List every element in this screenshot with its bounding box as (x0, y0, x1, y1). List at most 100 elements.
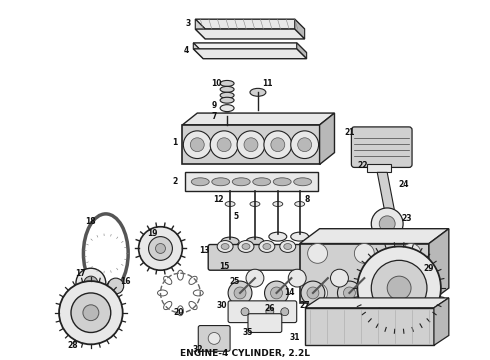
Polygon shape (193, 49, 307, 59)
FancyBboxPatch shape (198, 325, 230, 351)
Ellipse shape (263, 243, 271, 249)
Text: 13: 13 (199, 246, 210, 255)
FancyBboxPatch shape (228, 301, 297, 323)
Text: 22: 22 (357, 161, 368, 170)
Circle shape (71, 293, 111, 333)
Ellipse shape (269, 232, 287, 241)
Text: 16: 16 (121, 276, 131, 285)
Bar (368, 165, 391, 172)
Circle shape (244, 138, 258, 152)
Circle shape (246, 269, 264, 287)
Ellipse shape (273, 178, 291, 186)
Ellipse shape (225, 202, 235, 207)
Polygon shape (305, 298, 449, 308)
Ellipse shape (220, 97, 234, 103)
Text: 15: 15 (219, 262, 229, 271)
Circle shape (148, 237, 172, 260)
Bar (305, 308, 434, 345)
Ellipse shape (220, 80, 234, 86)
Ellipse shape (253, 178, 270, 186)
Circle shape (139, 227, 182, 270)
Ellipse shape (232, 178, 250, 186)
Polygon shape (300, 229, 449, 243)
Polygon shape (377, 172, 395, 214)
Ellipse shape (220, 92, 234, 98)
Circle shape (401, 283, 421, 303)
Text: 26: 26 (265, 304, 275, 313)
Text: 29: 29 (424, 264, 434, 273)
Polygon shape (319, 113, 335, 165)
Circle shape (298, 138, 312, 152)
Ellipse shape (220, 113, 234, 119)
Ellipse shape (259, 240, 275, 252)
Text: 1: 1 (172, 138, 177, 147)
Circle shape (155, 243, 166, 253)
Ellipse shape (305, 243, 313, 249)
Circle shape (357, 247, 441, 329)
Bar (185, 172, 318, 191)
Circle shape (264, 131, 292, 158)
Circle shape (387, 276, 411, 300)
Ellipse shape (280, 240, 295, 252)
Polygon shape (193, 43, 203, 59)
Text: 3: 3 (186, 19, 191, 28)
Text: 14: 14 (285, 288, 295, 297)
Circle shape (217, 138, 231, 152)
Text: 20: 20 (173, 308, 184, 317)
Text: 32: 32 (192, 345, 202, 354)
Circle shape (371, 208, 403, 239)
Polygon shape (434, 298, 449, 345)
Circle shape (307, 287, 319, 299)
Text: 5: 5 (234, 212, 239, 221)
Text: 23: 23 (402, 214, 412, 223)
Text: 21: 21 (344, 128, 355, 137)
Ellipse shape (246, 237, 264, 246)
Text: 2: 2 (173, 177, 178, 186)
Circle shape (270, 287, 282, 299)
Ellipse shape (191, 178, 209, 186)
Circle shape (371, 260, 427, 316)
Ellipse shape (212, 178, 230, 186)
Circle shape (183, 131, 211, 158)
Circle shape (228, 281, 252, 305)
Text: 9: 9 (212, 101, 217, 110)
Text: 12: 12 (213, 194, 223, 203)
Text: 30: 30 (217, 301, 227, 310)
Ellipse shape (301, 240, 317, 252)
Polygon shape (294, 19, 305, 39)
Polygon shape (297, 43, 307, 59)
Circle shape (237, 131, 265, 158)
Ellipse shape (220, 105, 234, 112)
Ellipse shape (321, 240, 338, 252)
Circle shape (210, 131, 238, 158)
Circle shape (338, 281, 361, 305)
Circle shape (331, 269, 348, 287)
Circle shape (108, 278, 123, 294)
Ellipse shape (291, 232, 309, 241)
Ellipse shape (250, 202, 260, 207)
Circle shape (190, 138, 204, 152)
Ellipse shape (221, 237, 239, 246)
Circle shape (354, 283, 374, 303)
Circle shape (401, 243, 421, 263)
Circle shape (308, 243, 327, 263)
Circle shape (265, 281, 289, 305)
Polygon shape (196, 19, 305, 29)
Text: 4: 4 (184, 46, 189, 55)
Ellipse shape (294, 202, 305, 207)
Text: 10: 10 (211, 79, 221, 88)
Circle shape (281, 308, 289, 316)
Circle shape (208, 333, 220, 345)
Circle shape (301, 281, 325, 305)
Circle shape (354, 243, 374, 263)
Circle shape (288, 269, 306, 287)
Circle shape (84, 276, 98, 290)
Circle shape (234, 287, 246, 299)
Text: ENGINE-4 CYLINDER, 2.2L: ENGINE-4 CYLINDER, 2.2L (180, 349, 310, 358)
Text: 17: 17 (75, 269, 86, 278)
Text: 8: 8 (305, 194, 310, 203)
Circle shape (76, 268, 106, 298)
Ellipse shape (238, 240, 254, 252)
Polygon shape (429, 229, 449, 303)
Ellipse shape (220, 86, 234, 92)
